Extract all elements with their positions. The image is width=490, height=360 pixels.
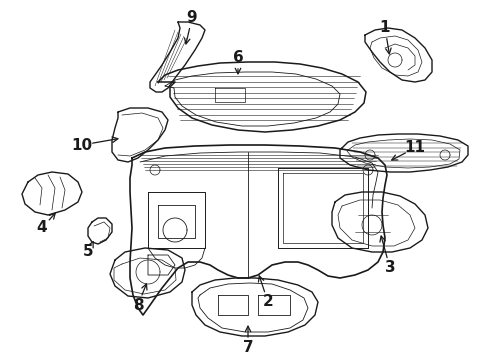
Text: 10: 10: [72, 138, 93, 153]
Text: 2: 2: [263, 294, 273, 310]
Text: 4: 4: [37, 220, 48, 235]
Text: 11: 11: [405, 140, 425, 156]
Text: 6: 6: [233, 50, 244, 66]
Text: 1: 1: [380, 21, 390, 36]
Text: 3: 3: [385, 261, 395, 275]
Text: 8: 8: [133, 297, 143, 312]
Text: 7: 7: [243, 341, 253, 356]
Text: 5: 5: [83, 244, 93, 260]
Text: 9: 9: [187, 10, 197, 26]
